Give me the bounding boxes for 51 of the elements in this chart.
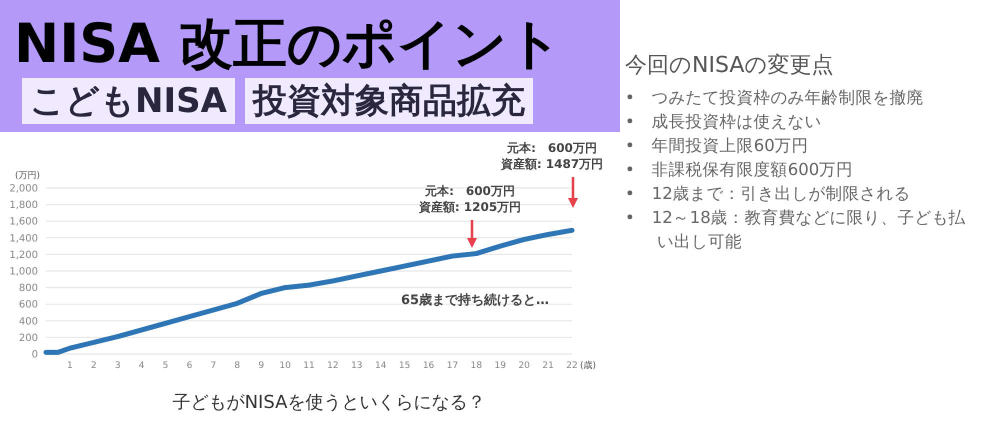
y-axis-title: (万円) bbox=[14, 171, 40, 181]
y-tick-label: 1,400 bbox=[9, 233, 38, 244]
x-tick-label: 3 bbox=[114, 361, 121, 371]
text: • 12歳まで：引き出しが制限される bbox=[625, 183, 912, 205]
x-tick-label: 1 bbox=[67, 361, 73, 371]
text: NISA 改正のポイント bbox=[14, 11, 562, 77]
text: 投資対象商品拡充 bbox=[245, 78, 533, 124]
y-tick-label: 800 bbox=[18, 283, 38, 294]
x-tick-label: 16 bbox=[422, 361, 435, 371]
y-tick-label: 200 bbox=[18, 332, 38, 344]
x-tick-label: 2 bbox=[90, 361, 97, 371]
x-tick-label: 5 bbox=[162, 361, 168, 371]
x-tick-label: 10 bbox=[279, 361, 292, 371]
x-tick-label: 19 bbox=[494, 361, 506, 371]
x-tick-label: 11 bbox=[303, 361, 315, 371]
x-tick-label: 17 bbox=[446, 361, 458, 371]
y-tick-label: 400 bbox=[18, 316, 38, 328]
x-tick-label: 15 bbox=[398, 361, 410, 371]
x-tick-label: 22 bbox=[566, 361, 578, 371]
y-tick-label: 600 bbox=[18, 300, 38, 311]
x-tick-label: 14 bbox=[375, 361, 387, 371]
annotation: 65歳まで持ち続けると… bbox=[400, 293, 550, 308]
text: 元本: 600万円 bbox=[506, 141, 597, 155]
y-tick-label: 1,200 bbox=[9, 250, 38, 261]
text: • 成長投資枠は使えない bbox=[625, 111, 823, 133]
x-tick-label: 20 bbox=[518, 361, 530, 371]
annotation: 元本: 600万円 bbox=[424, 184, 515, 198]
x-tick-label: 12 bbox=[327, 361, 339, 371]
x-tick-label: 18 bbox=[470, 361, 482, 371]
x-tick-label: 21 bbox=[542, 361, 554, 371]
text: こどもNISA bbox=[22, 78, 235, 124]
x-tick-label: 4 bbox=[138, 361, 145, 371]
text: • 12～18歳：教育費などに限り、子ども払い出し可能 bbox=[625, 207, 967, 253]
x-axis-title: (歳) bbox=[580, 360, 596, 371]
y-tick-label: 1,600 bbox=[9, 216, 38, 228]
text: • 非課税保有限度額600万円 bbox=[625, 159, 854, 181]
x-tick-label: 9 bbox=[258, 361, 264, 371]
annotation: 資産額: 1205万円 bbox=[418, 200, 522, 214]
text: 資産額: 1487万円 bbox=[500, 157, 604, 171]
y-tick-label: 2,000 bbox=[9, 184, 38, 194]
text: • 年間投資上限60万円 bbox=[625, 135, 810, 157]
x-tick-label: 8 bbox=[234, 361, 240, 371]
x-tick-label: 7 bbox=[210, 361, 216, 371]
x-tick-label: 13 bbox=[351, 361, 363, 371]
y-tick-label: 0 bbox=[32, 350, 38, 360]
text: 今回のNISAの変更点 bbox=[625, 52, 834, 80]
text: • つみたて投資枠のみ年齢制限を撤廃 bbox=[625, 87, 925, 109]
y-tick-label: 1,000 bbox=[9, 266, 38, 278]
x-tick-label: 6 bbox=[186, 361, 193, 371]
text: 子どもがNISAを使うといくらになる？ bbox=[172, 392, 486, 413]
y-tick-label: 1,800 bbox=[9, 200, 38, 212]
